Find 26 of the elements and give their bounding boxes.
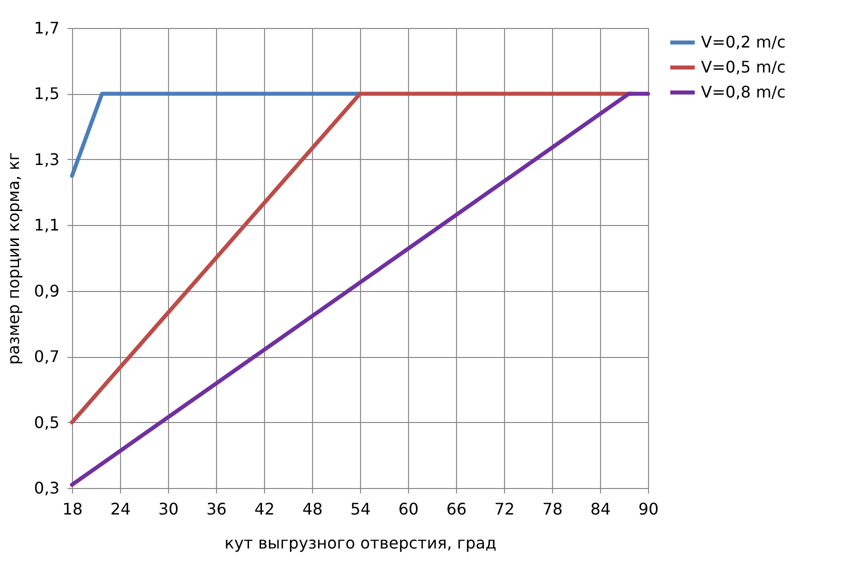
y-tick-label: 1,5 [34, 84, 60, 104]
x-tick-label: 36 [206, 500, 227, 518]
x-tick-label: 18 [62, 500, 83, 518]
x-tick-label: 72 [494, 500, 515, 518]
x-tick-label: 84 [590, 500, 611, 518]
x-tick-label: 48 [302, 500, 323, 518]
y-tick-label: 1,7 [34, 18, 60, 38]
legend-label: V=0,5 m/c [701, 58, 786, 76]
legend-label: V=0,8 m/c [701, 82, 786, 102]
x-tick-label: 66 [446, 500, 467, 518]
legend-label: V=0,2 m/c [701, 32, 786, 52]
x-tick-label: 30 [158, 500, 179, 518]
x-tick-label: 90 [638, 500, 659, 518]
y-tick-label: 1,1 [34, 216, 60, 235]
y-tick-label: 0,7 [34, 347, 60, 366]
x-tick-label: 54 [350, 500, 371, 518]
y-tick-label: 0,5 [34, 412, 60, 432]
x-tick-label: 78 [542, 500, 563, 518]
x-tick-label: 60 [398, 500, 419, 518]
x-tick-label: 42 [254, 500, 275, 518]
y-tick-label: 1,3 [34, 150, 60, 169]
y-axis-title: размер порции корма, кг [4, 152, 24, 365]
y-tick-label: 0,3 [34, 478, 60, 498]
x-tick-label: 24 [110, 500, 131, 518]
y-tick-label: 0,9 [34, 281, 60, 300]
x-axis-title: кут выгрузного отверстия, град [224, 534, 496, 552]
